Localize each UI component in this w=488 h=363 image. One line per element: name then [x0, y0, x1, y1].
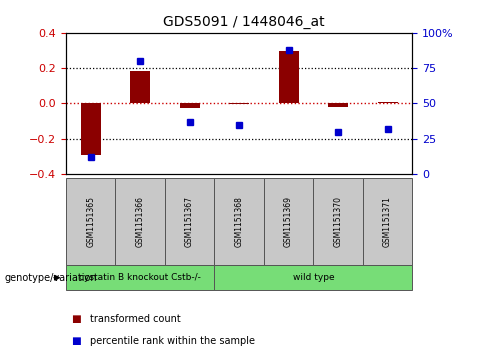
Bar	[229, 103, 249, 104]
Text: GDS5091 / 1448046_at: GDS5091 / 1448046_at	[163, 15, 325, 29]
Text: cystatin B knockout Cstb-/-: cystatin B knockout Cstb-/-	[79, 273, 201, 282]
Text: genotype/variation: genotype/variation	[5, 273, 98, 283]
Text: percentile rank within the sample: percentile rank within the sample	[90, 336, 255, 346]
Text: GSM1151366: GSM1151366	[136, 196, 144, 247]
Bar	[378, 102, 398, 103]
Text: ■: ■	[71, 336, 81, 346]
Text: ■: ■	[71, 314, 81, 325]
Text: GSM1151369: GSM1151369	[284, 196, 293, 247]
Bar	[180, 103, 200, 108]
Text: GSM1151370: GSM1151370	[334, 196, 343, 247]
Bar	[130, 71, 150, 103]
Text: GSM1151368: GSM1151368	[235, 196, 244, 247]
Text: GSM1151367: GSM1151367	[185, 196, 194, 247]
Text: transformed count: transformed count	[90, 314, 181, 325]
Text: GSM1151371: GSM1151371	[383, 196, 392, 247]
Bar	[328, 103, 348, 107]
Text: wild type: wild type	[292, 273, 334, 282]
Text: GSM1151365: GSM1151365	[86, 196, 95, 247]
Bar	[81, 103, 101, 155]
Bar	[279, 51, 299, 103]
